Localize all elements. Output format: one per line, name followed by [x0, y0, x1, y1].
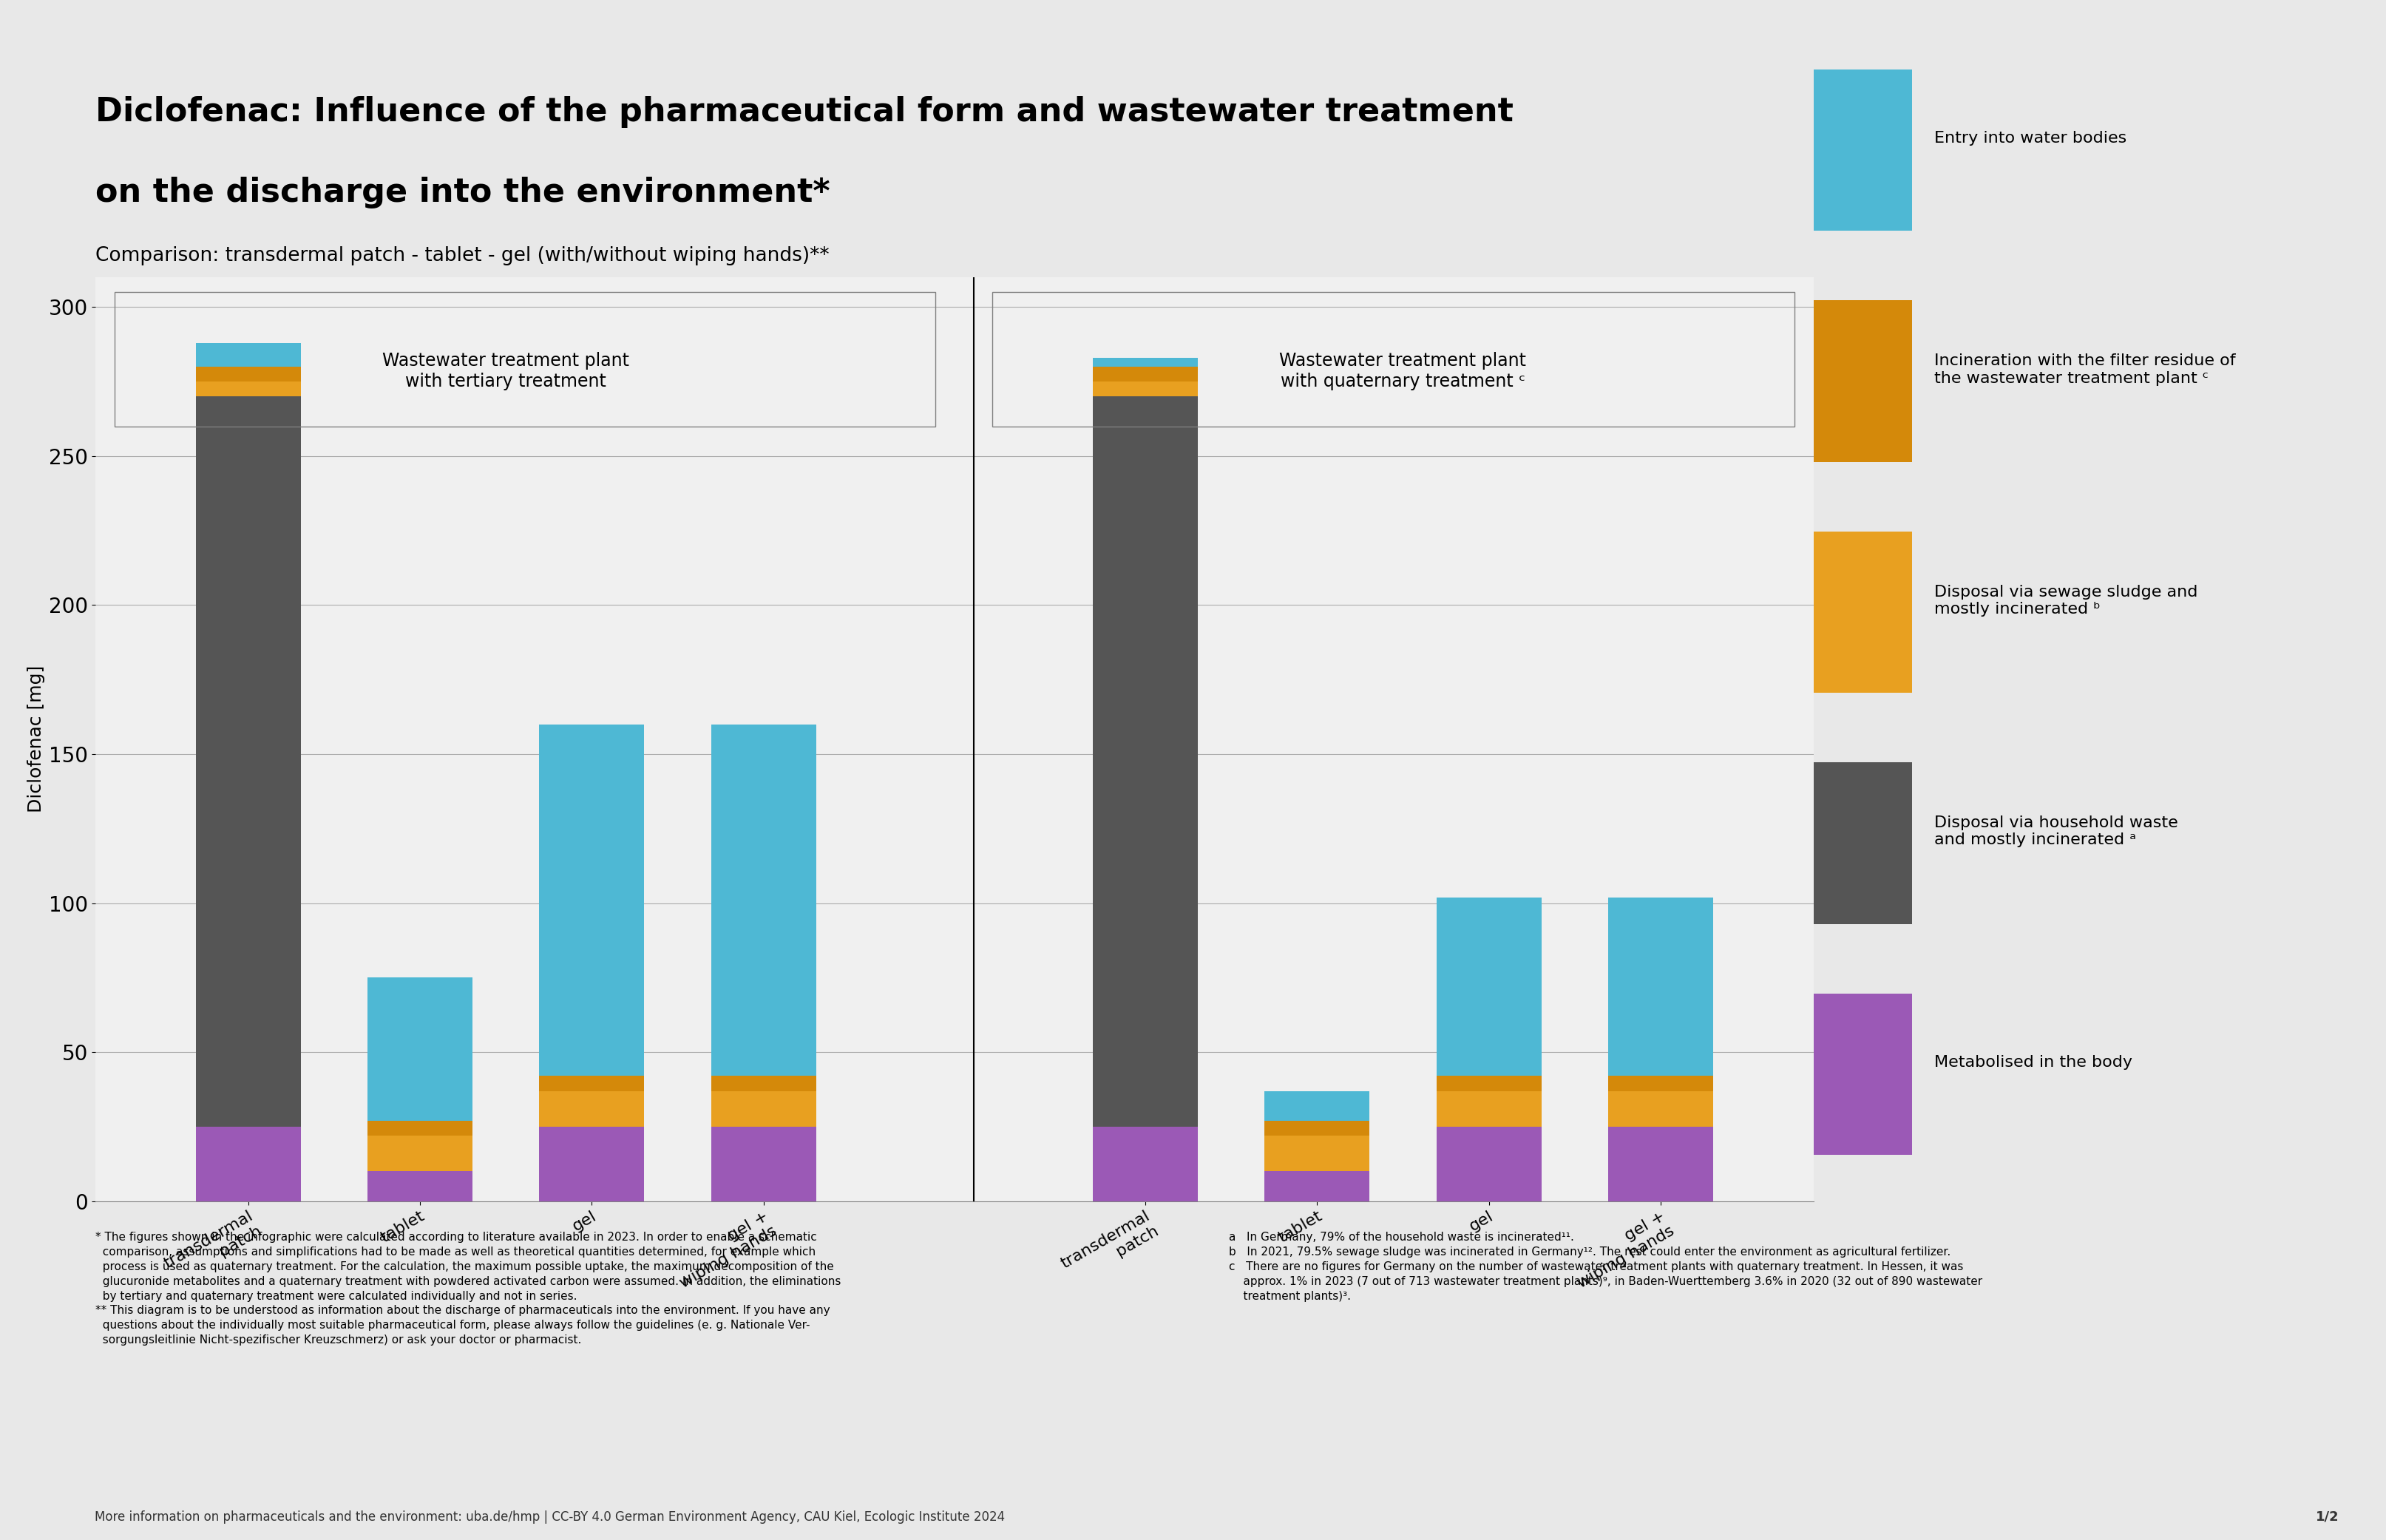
Bar [1436, 1090, 1541, 1127]
Bar [367, 978, 472, 1121]
FancyBboxPatch shape [1813, 531, 1911, 693]
Bar [1265, 1121, 1370, 1135]
Text: Disposal via household waste
and mostly incinerated ᵃ: Disposal via household waste and mostly … [1935, 816, 2178, 847]
Bar [1608, 1127, 1713, 1201]
Text: Wastewater treatment plant
with quaternary treatment ᶜ: Wastewater treatment plant with quaterna… [1279, 351, 1527, 390]
Bar [1608, 898, 1713, 1076]
Bar [539, 724, 644, 1076]
Bar [711, 1090, 816, 1127]
Bar [1265, 1172, 1370, 1201]
Bar [196, 382, 301, 396]
Bar [711, 1127, 816, 1201]
Y-axis label: Diclofenac [mg]: Diclofenac [mg] [26, 665, 45, 813]
Bar [1093, 396, 1198, 1127]
Bar [539, 1090, 644, 1127]
Text: Disposal via sewage sludge and
mostly incinerated ᵇ: Disposal via sewage sludge and mostly in… [1935, 585, 2198, 616]
Bar [1093, 357, 1198, 367]
Text: 1/2: 1/2 [2314, 1511, 2338, 1523]
Bar [1608, 1076, 1713, 1090]
Text: More information on pharmaceuticals and the environment: uba.de/hmp | CC-BY 4.0 : More information on pharmaceuticals and … [95, 1511, 1005, 1523]
Bar [1436, 1076, 1541, 1090]
Bar [1265, 1135, 1370, 1172]
Bar [1265, 1090, 1370, 1121]
Bar [196, 396, 301, 1127]
Text: Metabolised in the body: Metabolised in the body [1935, 1055, 2133, 1070]
Bar [196, 367, 301, 382]
Bar [1093, 1127, 1198, 1201]
Text: Diclofenac: Influence of the pharmaceutical form and wastewater treatment: Diclofenac: Influence of the pharmaceuti… [95, 95, 1513, 128]
FancyBboxPatch shape [1813, 762, 1911, 924]
FancyBboxPatch shape [1813, 69, 1911, 231]
Text: a   In Germany, 79% of the household waste is incinerated¹¹.
b   In 2021, 79.5% : a In Germany, 79% of the household waste… [1229, 1232, 1983, 1301]
Bar [539, 1127, 644, 1201]
Bar [196, 343, 301, 367]
Text: * The figures shown in the infographic were calculated according to literature a: * The figures shown in the infographic w… [95, 1232, 840, 1346]
Bar [539, 1076, 644, 1090]
Text: on the discharge into the environment*: on the discharge into the environment* [95, 177, 830, 208]
Bar [1093, 367, 1198, 382]
Bar [711, 1076, 816, 1090]
Bar [1436, 898, 1541, 1076]
Bar [1093, 382, 1198, 396]
Text: Incineration with the filter residue of
the wastewater treatment plant ᶜ: Incineration with the filter residue of … [1935, 354, 2236, 385]
Bar [367, 1121, 472, 1135]
Bar [196, 1127, 301, 1201]
Bar [1608, 1090, 1713, 1127]
Text: Comparison: transdermal patch - tablet - gel (with/without wiping hands)**: Comparison: transdermal patch - tablet -… [95, 246, 830, 265]
Bar [367, 1172, 472, 1201]
Bar [367, 1135, 472, 1172]
Text: Wastewater treatment plant
with tertiary treatment: Wastewater treatment plant with tertiary… [382, 351, 630, 390]
FancyBboxPatch shape [1813, 993, 1911, 1155]
Text: Entry into water bodies: Entry into water bodies [1935, 131, 2126, 146]
Bar [1436, 1127, 1541, 1201]
FancyBboxPatch shape [1813, 300, 1911, 462]
Bar [711, 724, 816, 1076]
